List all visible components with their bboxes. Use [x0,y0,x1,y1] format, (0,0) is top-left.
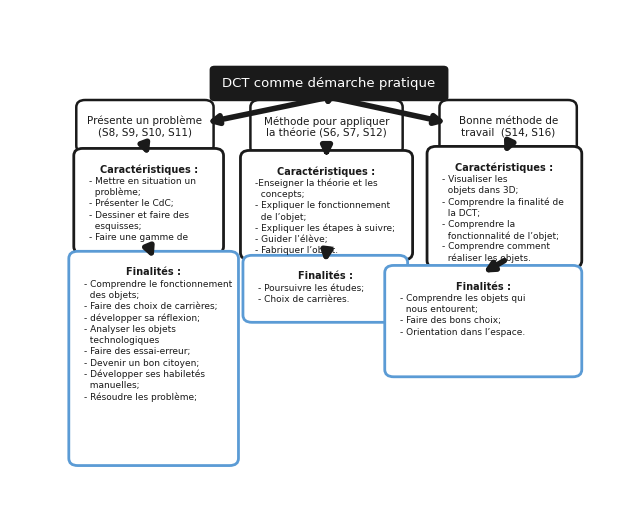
FancyBboxPatch shape [241,150,413,260]
FancyBboxPatch shape [427,146,582,268]
Text: - Faire des essai-erreur;: - Faire des essai-erreur; [83,347,190,356]
Text: objets dans 3D;: objets dans 3D; [442,186,518,195]
Text: - Fabriquer l’objet.: - Fabriquer l’objet. [256,246,338,256]
Text: - Comprendre les objets qui: - Comprendre les objets qui [400,293,525,303]
Text: - Expliquer le fonctionnement: - Expliquer le fonctionnement [256,201,390,210]
Text: esquisses;: esquisses; [89,222,141,231]
FancyBboxPatch shape [74,148,223,254]
FancyBboxPatch shape [385,266,582,377]
Text: - Faire une gamme de: - Faire une gamme de [89,233,188,242]
Text: - Poursuivre les études;: - Poursuivre les études; [258,283,364,292]
Text: Finalités :: Finalités : [298,271,353,281]
Text: - Guider l’élève;: - Guider l’élève; [256,235,328,244]
FancyBboxPatch shape [69,252,238,465]
Text: - Expliquer les étapes à suivre;: - Expliquer les étapes à suivre; [256,224,395,233]
Text: - Résoudre les problème;: - Résoudre les problème; [83,392,196,402]
Text: - Présenter le CdC;: - Présenter le CdC; [89,199,173,208]
Text: nous entourent;: nous entourent; [400,305,478,314]
Text: - Comprendre la: - Comprendre la [442,220,515,229]
Text: - Comprendre comment: - Comprendre comment [442,243,550,252]
Text: manuelles;: manuelles; [83,381,139,390]
FancyBboxPatch shape [76,100,214,153]
Text: DCT comme démarche pratique: DCT comme démarche pratique [222,77,436,90]
Text: - Orientation dans l’espace.: - Orientation dans l’espace. [400,328,525,336]
Text: - Analyser les objets: - Analyser les objets [83,325,176,334]
Text: - Développer ses habiletés: - Développer ses habiletés [83,370,205,379]
Text: Caractéristiques :: Caractéristiques : [277,167,376,177]
Text: de l’objet;: de l’objet; [256,213,307,222]
Text: Bonne méthode de
travail  (S14, S16): Bonne méthode de travail (S14, S16) [458,116,558,137]
Text: Méthode pour appliquer
la théorie (S6, S7, S12): Méthode pour appliquer la théorie (S6, S… [264,116,389,138]
Text: - développer sa réflexion;: - développer sa réflexion; [83,313,200,323]
Text: - Visualiser les: - Visualiser les [442,174,507,183]
Text: Présente un problème
(S8, S9, S10, S11): Présente un problème (S8, S9, S10, S11) [87,115,202,137]
Text: - Devenir un bon citoyen;: - Devenir un bon citoyen; [83,358,199,368]
Text: Caractéristiques :: Caractéristiques : [100,165,198,175]
Text: concepts;: concepts; [256,190,305,199]
Text: -Enseigner la théorie et les: -Enseigner la théorie et les [256,179,378,188]
Text: Finalités :: Finalités : [456,281,511,291]
Text: Caractéristiques :: Caractéristiques : [455,162,553,173]
Text: des objets;: des objets; [83,291,139,300]
Text: technologiques: technologiques [83,336,159,345]
Text: - Choix de carrières.: - Choix de carrières. [258,295,349,304]
FancyBboxPatch shape [209,66,449,101]
Text: réaliser les objets.: réaliser les objets. [442,254,531,263]
Text: - Mettre en situation un: - Mettre en situation un [89,177,196,185]
FancyBboxPatch shape [250,100,403,155]
FancyBboxPatch shape [243,255,408,322]
Text: - Dessiner et faire des: - Dessiner et faire des [89,211,189,220]
Text: - Faire des choix de carrières;: - Faire des choix de carrières; [83,302,217,311]
Text: problème;: problème; [89,188,141,198]
Text: la DCT;: la DCT; [442,209,480,217]
Text: fonctionnalité de l’objet;: fonctionnalité de l’objet; [442,231,559,241]
Text: - Comprendre la finalité de: - Comprendre la finalité de [442,197,564,207]
Text: Finalités :: Finalités : [126,267,181,277]
FancyBboxPatch shape [440,100,577,153]
Text: - Comprendre le fonctionnement: - Comprendre le fonctionnement [83,279,232,289]
Text: - Faire des bons choix;: - Faire des bons choix; [400,316,501,325]
